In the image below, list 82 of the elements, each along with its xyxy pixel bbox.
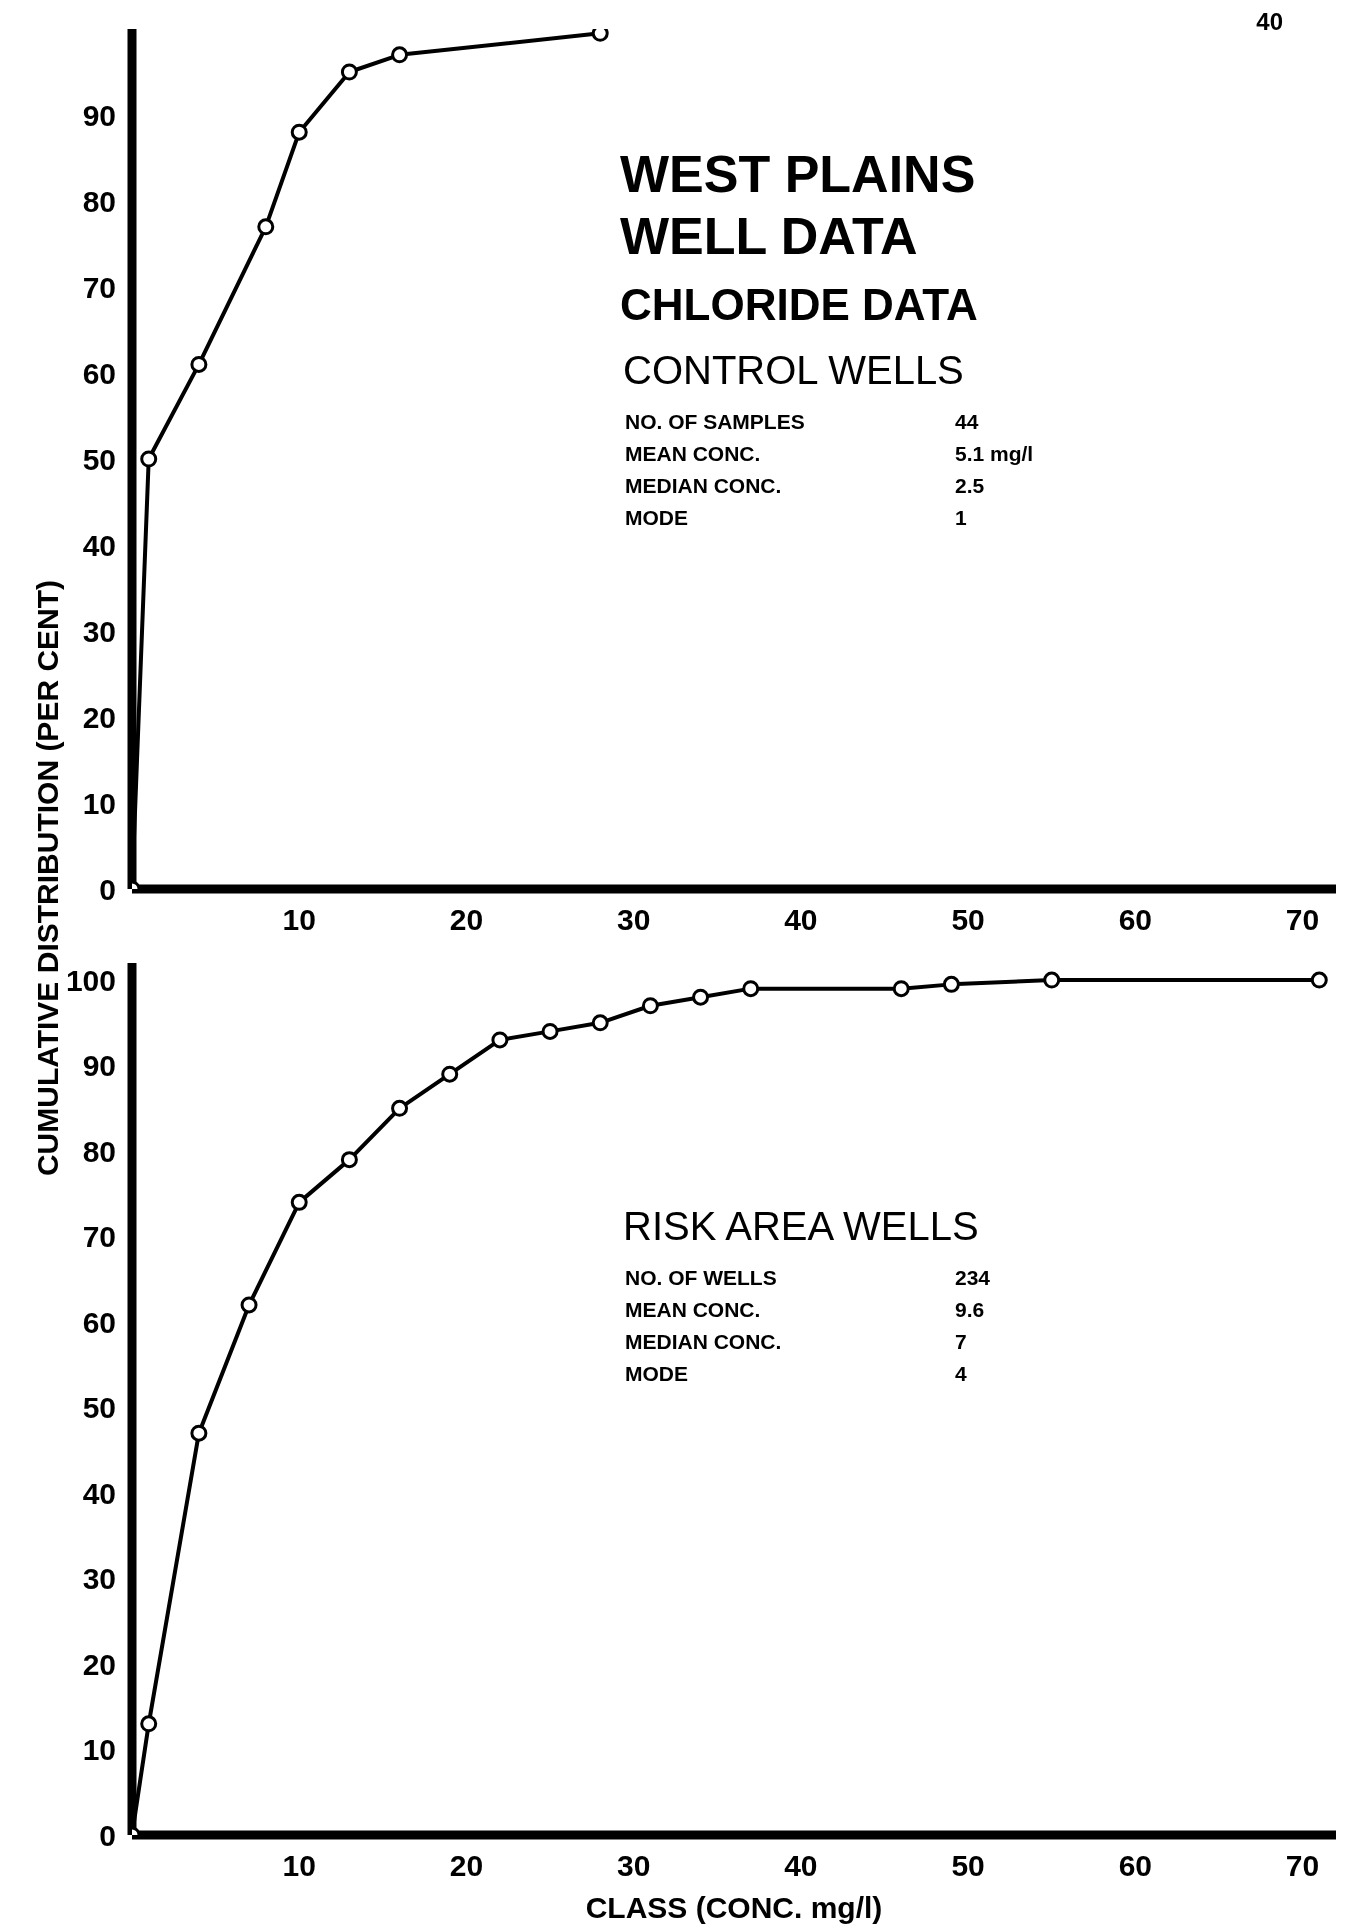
- point: [441, 1065, 459, 1083]
- point: [257, 218, 275, 236]
- annotation: NO. OF WELLS: [625, 1265, 778, 1291]
- annotation: 40: [1256, 8, 1283, 36]
- y-tick-label: 50: [82, 442, 116, 476]
- x-tick-label: 10: [282, 903, 316, 937]
- point: [140, 1715, 158, 1733]
- annotation: 5.1 mg/l: [955, 441, 1034, 467]
- x-tick-label: 30: [616, 1849, 651, 1883]
- x-tick-label: 70: [1285, 903, 1320, 937]
- y-tick-label: 90: [82, 1049, 116, 1083]
- y-tick-label: 90: [82, 98, 116, 132]
- annotation: MEAN CONC.: [625, 1297, 762, 1323]
- y-tick-label: 70: [82, 1220, 116, 1254]
- annotation: MEDIAN CONC.: [625, 1329, 783, 1355]
- y-tick-label: 40: [82, 1476, 116, 1510]
- x-tick-label: 40: [784, 903, 818, 937]
- x-tick-label: 30: [616, 903, 651, 937]
- point: [742, 980, 760, 998]
- annotation: 1: [955, 505, 967, 531]
- point: [190, 1424, 208, 1442]
- point: [340, 1151, 358, 1169]
- text: WEST PLAINS WELL DATA: [620, 144, 977, 267]
- y-tick-label: 30: [82, 614, 116, 648]
- point: [541, 1022, 559, 1040]
- x-tick-label: 50: [951, 1849, 985, 1883]
- point: [1310, 971, 1328, 989]
- point: [591, 1014, 609, 1032]
- point: [340, 63, 358, 81]
- y-tick-label: 60: [82, 356, 116, 390]
- y-tick-label: 20: [82, 700, 116, 734]
- y-tick-label: 0: [99, 872, 116, 906]
- annotation: 7: [955, 1329, 967, 1355]
- x-tick-label: 50: [951, 903, 985, 937]
- point: [641, 997, 659, 1015]
- y-tick-label: 40: [82, 528, 116, 562]
- x-tick-label: 20: [449, 1849, 484, 1883]
- y-axis-title: CUMULATIVE DISTRIBUTION (PER CENT): [31, 579, 65, 1177]
- y-tick-label: 100: [65, 963, 116, 997]
- y-tick-label: 60: [82, 1305, 116, 1339]
- point: [692, 988, 710, 1006]
- point: [391, 1099, 409, 1117]
- point: [190, 355, 208, 373]
- point: [942, 975, 960, 993]
- point: [140, 450, 158, 468]
- x-tick-label: 10: [282, 1849, 316, 1883]
- annotation: 44: [955, 409, 979, 435]
- annotation: 4: [955, 1361, 967, 1387]
- annotation: NO. OF SAMPLES: [625, 409, 806, 435]
- x-tick-label: 60: [1118, 903, 1153, 937]
- x-axis-title: CLASS (CONC. mg/l): [585, 1891, 883, 1924]
- y-tick-label: 0: [99, 1818, 116, 1852]
- annotation: MEDIAN CONC.: [625, 473, 783, 499]
- y-tick-label: 80: [82, 1134, 116, 1168]
- y-tick-label: 80: [82, 184, 116, 218]
- x-tick-label: 60: [1118, 1849, 1153, 1883]
- y-tick-label: 10: [82, 786, 116, 820]
- y-tick-label: 50: [82, 1391, 116, 1425]
- point: [591, 29, 609, 42]
- annotation: MEAN CONC.: [625, 441, 762, 467]
- x-tick-label: 70: [1285, 1849, 1320, 1883]
- point: [391, 46, 409, 64]
- point: [290, 123, 308, 141]
- point: [491, 1031, 509, 1049]
- annotation: 234: [955, 1265, 991, 1291]
- annotation: MODE: [625, 505, 689, 531]
- annotation: MODE: [625, 1361, 689, 1387]
- y-tick-label: 10: [82, 1733, 116, 1767]
- x-tick-label: 40: [784, 1849, 818, 1883]
- annotation: RISK AREA WELLS: [623, 1204, 979, 1249]
- y-tick-label: 30: [82, 1562, 116, 1596]
- y-tick-label: 70: [82, 270, 116, 304]
- x-tick-label: 20: [449, 903, 484, 937]
- point: [892, 980, 910, 998]
- text: CHLORIDE DATA: [620, 280, 978, 330]
- annotation: CONTROL WELLS: [623, 348, 964, 393]
- annotation: 2.5: [955, 473, 985, 499]
- point: [240, 1296, 258, 1314]
- point: [290, 1193, 308, 1211]
- y-tick-label: 20: [82, 1647, 116, 1681]
- point: [1043, 971, 1061, 989]
- annotation: 9.6: [955, 1297, 985, 1323]
